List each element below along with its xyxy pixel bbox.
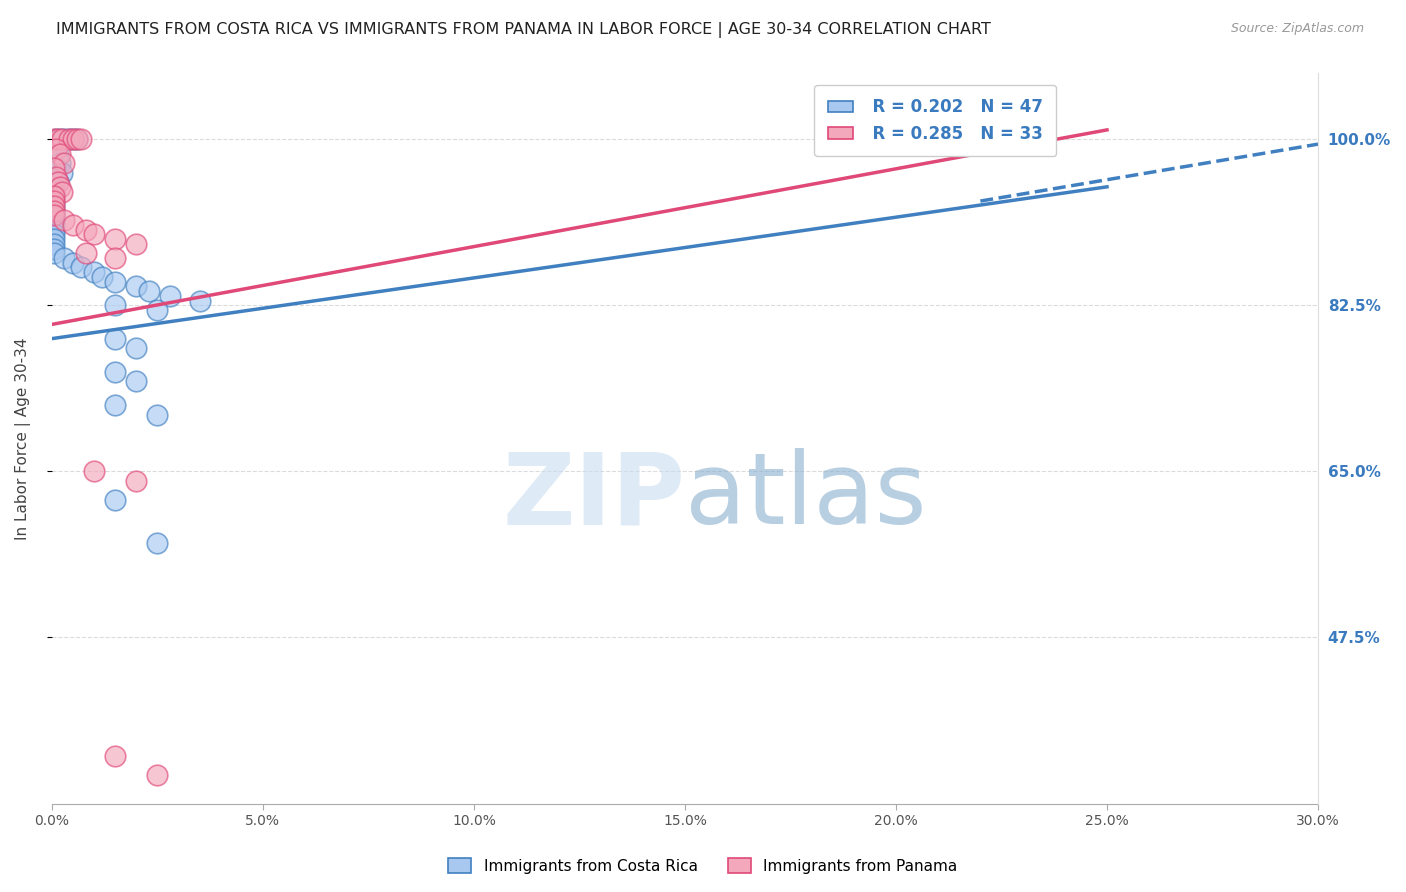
Point <box>62 256 84 270</box>
Point <box>49 179 72 194</box>
Point <box>83 465 105 479</box>
Point <box>46 146 69 161</box>
Text: IMMIGRANTS FROM COSTA RICA VS IMMIGRANTS FROM PANAMA IN LABOR FORCE | AGE 30-34 : IMMIGRANTS FROM COSTA RICA VS IMMIGRANTS… <box>56 22 991 38</box>
Point <box>53 132 76 146</box>
Point <box>42 179 65 194</box>
Text: Source: ZipAtlas.com: Source: ZipAtlas.com <box>1230 22 1364 36</box>
Point <box>45 170 67 185</box>
Point <box>42 194 65 208</box>
Point <box>83 265 105 279</box>
Point <box>159 289 181 303</box>
Point <box>62 132 84 146</box>
Point <box>104 298 127 312</box>
Point <box>42 222 65 236</box>
Point <box>51 165 73 179</box>
Point <box>42 189 65 203</box>
Legend:   R = 0.202   N = 47,   R = 0.285   N = 33: R = 0.202 N = 47, R = 0.285 N = 33 <box>814 85 1056 156</box>
Point <box>42 208 65 222</box>
Point <box>42 246 65 260</box>
Point <box>1011 123 1033 137</box>
Point <box>49 146 72 161</box>
Point <box>66 132 89 146</box>
Point <box>125 374 148 388</box>
Point <box>125 236 148 251</box>
Point <box>46 175 69 189</box>
Point <box>125 279 148 293</box>
Point <box>75 246 97 260</box>
Point <box>146 535 169 549</box>
Point <box>146 768 169 782</box>
Point <box>70 132 93 146</box>
Point <box>42 189 65 203</box>
Point <box>104 365 127 379</box>
Text: ZIP: ZIP <box>502 448 685 545</box>
Y-axis label: In Labor Force | Age 30-34: In Labor Force | Age 30-34 <box>15 337 31 540</box>
Point <box>104 398 127 412</box>
Point <box>62 218 84 232</box>
Point <box>45 132 67 146</box>
Point <box>42 194 65 208</box>
Point <box>42 213 65 227</box>
Point <box>91 269 114 284</box>
Point <box>45 161 67 175</box>
Point <box>66 132 89 146</box>
Point <box>42 185 65 199</box>
Point <box>42 236 65 251</box>
Point <box>70 260 93 275</box>
Point <box>104 251 127 265</box>
Point <box>53 156 76 170</box>
Point <box>62 132 84 146</box>
Point <box>188 293 211 308</box>
Point <box>42 218 65 232</box>
Point <box>138 284 160 298</box>
Point <box>75 222 97 236</box>
Point <box>58 132 80 146</box>
Point <box>104 749 127 764</box>
Point <box>104 332 127 346</box>
Point <box>49 156 72 170</box>
Point <box>125 474 148 488</box>
Point <box>53 213 76 227</box>
Point <box>125 341 148 355</box>
Point <box>45 142 67 156</box>
Point <box>42 132 65 146</box>
Legend: Immigrants from Costa Rica, Immigrants from Panama: Immigrants from Costa Rica, Immigrants f… <box>443 852 963 880</box>
Text: atlas: atlas <box>685 448 927 545</box>
Point <box>42 208 65 222</box>
Point <box>51 185 73 199</box>
Point <box>42 203 65 218</box>
Point <box>46 132 69 146</box>
Point <box>146 408 169 422</box>
Point <box>104 232 127 246</box>
Point <box>45 142 67 156</box>
Point <box>42 199 65 213</box>
Point <box>42 242 65 256</box>
Point <box>104 492 127 507</box>
Point <box>42 227 65 242</box>
Point <box>42 232 65 246</box>
Point <box>46 175 69 189</box>
Point <box>49 132 72 146</box>
Point <box>53 251 76 265</box>
Point <box>42 161 65 175</box>
Point <box>58 132 80 146</box>
Point <box>146 303 169 318</box>
Point <box>42 203 65 218</box>
Point <box>51 132 73 146</box>
Point <box>83 227 105 242</box>
Point <box>104 275 127 289</box>
Point <box>42 199 65 213</box>
